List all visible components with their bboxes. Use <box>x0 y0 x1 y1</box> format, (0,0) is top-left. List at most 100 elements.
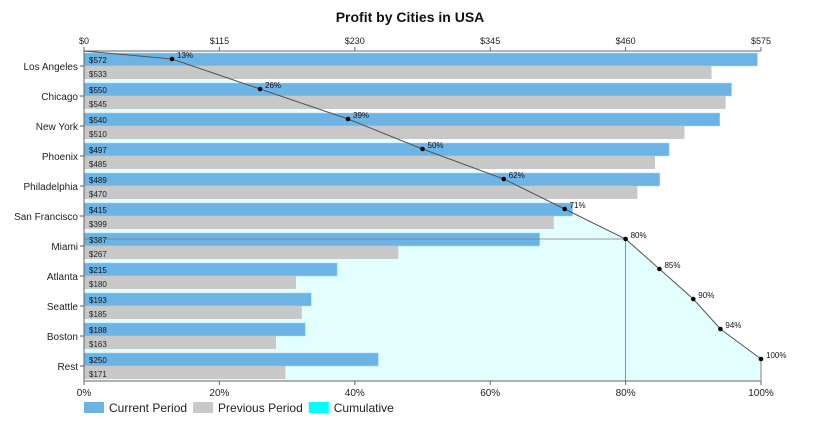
bar-current <box>83 292 312 307</box>
cumulative-label: 94% <box>725 321 741 330</box>
cumulative-point <box>691 296 696 302</box>
bar-label-current: $540 <box>89 116 107 125</box>
cumulative-point <box>758 356 764 362</box>
category-label: Boston <box>47 332 78 343</box>
bar-current <box>83 82 732 97</box>
category-label: Phoenix <box>42 152 78 163</box>
bar-label-current: $250 <box>89 356 107 365</box>
category-label: Seattle <box>47 302 79 313</box>
bar-label-previous: $267 <box>89 250 107 259</box>
bottom-axis-tick-label: 40% <box>345 388 365 399</box>
top-axis-tick-label: $230 <box>345 36 365 46</box>
bar-current <box>83 172 660 187</box>
cumulative-point <box>501 176 507 182</box>
category-label: Chicago <box>41 92 78 103</box>
bar-label-previous: $470 <box>89 190 107 199</box>
cumulative-label: 26% <box>265 81 281 90</box>
cumulative-point <box>718 326 723 332</box>
bar-current <box>83 202 573 217</box>
bar-current <box>83 112 721 127</box>
bar-label-current: $489 <box>89 176 107 185</box>
cumulative-label: 80% <box>631 231 647 240</box>
chart-title: Profit by Cities in USA <box>336 9 485 25</box>
legend-label: Cumulative <box>334 401 394 415</box>
bar-label-previous: $510 <box>89 130 107 139</box>
cumulative-label: 85% <box>664 261 680 270</box>
category-label: Rest <box>57 362 78 373</box>
cumulative-point <box>562 206 567 212</box>
bar-previous <box>84 216 554 229</box>
legend-swatch <box>308 402 329 413</box>
bar-label-previous: $545 <box>89 100 107 109</box>
bar-current <box>83 352 379 367</box>
legend-label: Current Period <box>109 401 187 415</box>
cumulative-label: 39% <box>353 111 369 120</box>
bar-label-current: $387 <box>89 236 107 245</box>
cumulative-label: 13% <box>177 51 193 60</box>
bar-label-previous: $485 <box>89 160 107 169</box>
bar-label-current: $193 <box>89 296 107 305</box>
bar-previous <box>84 246 399 259</box>
category-label: Miami <box>51 242 78 253</box>
cumulative-label: 90% <box>698 291 714 300</box>
bottom-axis-tick-label: 100% <box>748 388 774 399</box>
cumulative-point <box>257 86 263 92</box>
category-label: Atlanta <box>47 272 79 283</box>
bottom-axis-tick-label: 0% <box>77 388 92 399</box>
bar-label-current: $572 <box>89 56 107 65</box>
bar-previous <box>84 366 286 379</box>
bar-label-previous: $171 <box>89 370 107 379</box>
bar-label-current: $415 <box>89 206 107 215</box>
cumulative-point <box>169 56 175 62</box>
bar-label-previous: $533 <box>89 70 107 79</box>
bar-previous <box>84 276 296 289</box>
bar-label-current: $497 <box>89 146 107 155</box>
bar-label-current: $550 <box>89 86 107 95</box>
top-axis-tick-label: $575 <box>751 36 771 46</box>
bar-label-previous: $185 <box>89 310 107 319</box>
bar-current <box>83 232 540 247</box>
bottom-axis-tick-label: 80% <box>616 388 636 399</box>
bar-current <box>83 142 670 157</box>
bar-previous <box>84 336 276 349</box>
top-axis-tick-label: $0 <box>79 36 89 46</box>
bar-label-previous: $163 <box>89 340 107 349</box>
cumulative-point <box>657 266 662 272</box>
top-axis-tick-label: $345 <box>480 36 500 46</box>
cumulative-label: 50% <box>428 141 444 150</box>
bar-current <box>83 262 338 277</box>
legend-item: Current Period <box>84 401 187 415</box>
cumulative-point <box>420 146 425 152</box>
bar-previous <box>84 66 712 79</box>
cumulative-label: 71% <box>570 201 586 210</box>
top-axis-tick-label: $115 <box>210 36 229 46</box>
bar-previous <box>84 306 302 319</box>
cumulative-point <box>623 236 628 242</box>
bar-previous <box>84 186 638 199</box>
category-label: San Francisco <box>14 212 78 223</box>
legend-label: Previous Period <box>218 401 303 415</box>
cumulative-point <box>345 116 351 122</box>
bottom-axis-tick-label: 60% <box>480 388 500 399</box>
legend-item: Cumulative <box>308 401 394 415</box>
bar-previous <box>84 126 685 139</box>
cumulative-label: 62% <box>509 171 525 180</box>
cumulative-line <box>83 50 762 360</box>
bar-previous <box>84 96 726 109</box>
cumulative-label: 100% <box>766 351 786 360</box>
bottom-axis-tick-label: 20% <box>209 388 229 399</box>
category-label: New York <box>36 122 79 133</box>
category-label: Los Angeles <box>24 62 79 73</box>
bar-label-current: $215 <box>89 266 107 275</box>
category-label: Philadelphia <box>24 182 79 193</box>
bar-current <box>83 322 306 337</box>
bar-label-previous: $180 <box>89 280 107 289</box>
top-axis-tick-label: $460 <box>616 36 636 46</box>
bar-label-current: $188 <box>89 326 107 335</box>
legend-swatch <box>193 402 214 413</box>
bar-label-previous: $399 <box>89 220 107 229</box>
legend-item: Previous Period <box>193 401 303 415</box>
legend-swatch <box>84 402 104 413</box>
bar-previous <box>84 156 656 169</box>
